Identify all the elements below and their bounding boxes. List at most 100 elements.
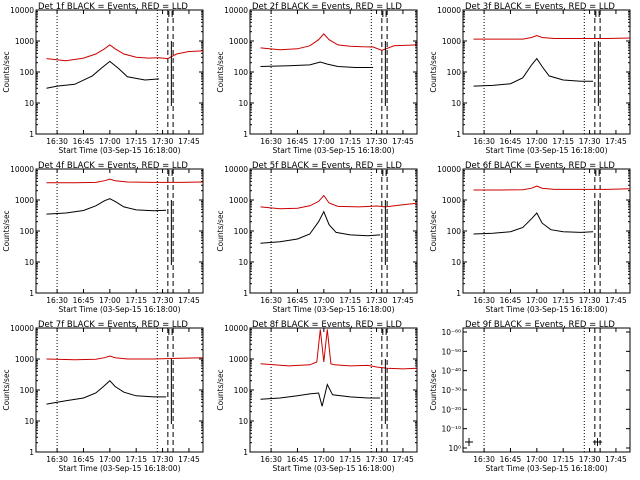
x-axis-label: Start Time (03-Sep-15 16:18:00) (486, 464, 608, 473)
y-tick-label: 10 (238, 258, 248, 267)
y-tick-label: 10000 (224, 165, 248, 174)
y-tick-label: 10 (238, 99, 248, 108)
y-tick-label: 10⁻³⁰ (441, 386, 461, 395)
x-tick-label: 17:45 (392, 137, 414, 146)
x-tick-label: 17:15 (552, 455, 574, 464)
y-axis-label: Counts/sec (216, 210, 225, 251)
events-series-line (473, 212, 594, 235)
x-tick-label: 16:45 (287, 455, 309, 464)
y-tick-label: 100 (20, 386, 35, 395)
y-tick-label: 1000 (15, 355, 34, 364)
x-tick-label: 17:45 (605, 137, 627, 146)
x-tick-label: 16:45 (287, 137, 309, 146)
y-tick-label: 10 (451, 258, 461, 267)
x-tick-label: 17:30 (152, 455, 174, 464)
plot-frame (249, 168, 418, 294)
y-tick-label: 10000 (437, 6, 461, 15)
chart-panel-5: Det 5f BLACK = Events, RED = LLD 16:30 16:… (216, 161, 418, 314)
x-tick-label: 17:45 (392, 296, 414, 305)
plot-frame (35, 9, 204, 135)
y-tick-label: 100 (447, 227, 462, 236)
y-tick-label: 10000 (437, 165, 461, 174)
lld-series-line (260, 194, 418, 210)
x-tick-label: 16:45 (500, 296, 522, 305)
y-tick-label: 10⁻²⁰ (441, 405, 461, 414)
y-tick-label: 1 (29, 289, 34, 298)
y-tick-label: 10 (24, 99, 34, 108)
chart-panel-4: Det 4f BLACK = Events, RED = LLD 16:30 16:… (2, 161, 204, 314)
x-tick-label: 17:30 (579, 137, 601, 146)
y-axis-label: Counts/sec (2, 210, 11, 251)
chart-title: Det 6f BLACK = Events, RED = LLD (465, 161, 615, 171)
chart-panel-8: Det 8f BLACK = Events, RED = LLD 16:30 16:… (216, 320, 418, 473)
x-tick-label: 16:30 (473, 455, 495, 464)
x-tick-label: 16:45 (73, 455, 95, 464)
y-tick-label: 10⁰ (448, 444, 461, 453)
x-tick-label: 17:45 (178, 296, 200, 305)
y-axis-label: Counts/sec (429, 210, 438, 251)
plot-frame (35, 327, 204, 453)
y-tick-label: 10⁻¹⁰ (441, 425, 461, 434)
y-tick-label: 100 (234, 68, 249, 77)
y-tick-label: 10⁻⁵⁰ (441, 347, 461, 356)
x-tick-label: 17:30 (579, 455, 601, 464)
x-tick-label: 17:45 (605, 455, 627, 464)
y-tick-label: 1000 (442, 196, 461, 205)
x-tick-label: 17:15 (339, 137, 361, 146)
y-axis-label: Counts/sec (2, 369, 11, 410)
y-tick-label: 100 (447, 68, 462, 77)
x-tick-label: 17:00 (313, 296, 335, 305)
y-tick-label: 1000 (229, 37, 248, 46)
x-tick-label: 16:45 (287, 296, 309, 305)
y-tick-label: 1000 (229, 196, 248, 205)
lld-series-line (473, 185, 631, 191)
chart-panel-7: Det 7f BLACK = Events, RED = LLD 16:30 16:… (2, 320, 204, 473)
y-tick-label: 1000 (229, 355, 248, 364)
x-tick-label: 17:00 (99, 137, 121, 146)
x-tick-label: 16:30 (473, 137, 495, 146)
x-axis-label: Start Time (03-Sep-15 16:18:00) (59, 305, 181, 314)
plot-frame (462, 327, 631, 453)
x-tick-label: 17:30 (579, 296, 601, 305)
x-tick-label: 17:15 (339, 296, 361, 305)
chart-title: Det 2f BLACK = Events, RED = LLD (252, 2, 402, 12)
x-axis-label: Start Time (03-Sep-15 16:18:00) (486, 146, 608, 155)
plot-frame (249, 9, 418, 135)
y-tick-label: 100 (234, 386, 249, 395)
x-tick-label: 16:45 (73, 137, 95, 146)
x-tick-label: 17:00 (313, 455, 335, 464)
x-tick-label: 16:30 (46, 296, 68, 305)
chart-title: Det 4f BLACK = Events, RED = LLD (38, 161, 188, 171)
events-series-line (260, 383, 381, 407)
x-axis-label: Start Time (03-Sep-15 16:18:00) (273, 464, 395, 473)
plot-frame (35, 168, 204, 294)
x-tick-label: 16:30 (473, 296, 495, 305)
y-tick-label: 10000 (224, 6, 248, 15)
y-tick-label: 100 (20, 68, 35, 77)
x-tick-label: 16:45 (73, 296, 95, 305)
x-axis-label: Start Time (03-Sep-15 16:18:00) (273, 146, 395, 155)
y-tick-label: 1 (29, 130, 34, 139)
y-tick-label: 1 (243, 289, 248, 298)
lld-series-line (473, 34, 631, 40)
x-tick-label: 16:30 (260, 455, 282, 464)
x-tick-label: 17:00 (99, 455, 121, 464)
x-tick-label: 17:00 (99, 296, 121, 305)
y-tick-label: 1 (243, 130, 248, 139)
x-tick-label: 17:45 (392, 455, 414, 464)
y-tick-label: 10 (24, 258, 34, 267)
chart-title: Det 5f BLACK = Events, RED = LLD (252, 161, 402, 171)
y-tick-label: 1 (456, 130, 461, 139)
x-tick-label: 16:45 (500, 137, 522, 146)
y-tick-label: 10000 (10, 165, 34, 174)
x-tick-label: 17:15 (552, 137, 574, 146)
y-tick-label: 1000 (15, 37, 34, 46)
events-series-line (46, 379, 167, 405)
x-axis-label: Start Time (03-Sep-15 16:18:00) (486, 305, 608, 314)
lld-series-line (46, 355, 204, 361)
y-tick-label: 1000 (442, 37, 461, 46)
y-tick-label: 100 (20, 227, 35, 236)
plot-frame (249, 327, 418, 453)
y-tick-label: 1 (456, 289, 461, 298)
